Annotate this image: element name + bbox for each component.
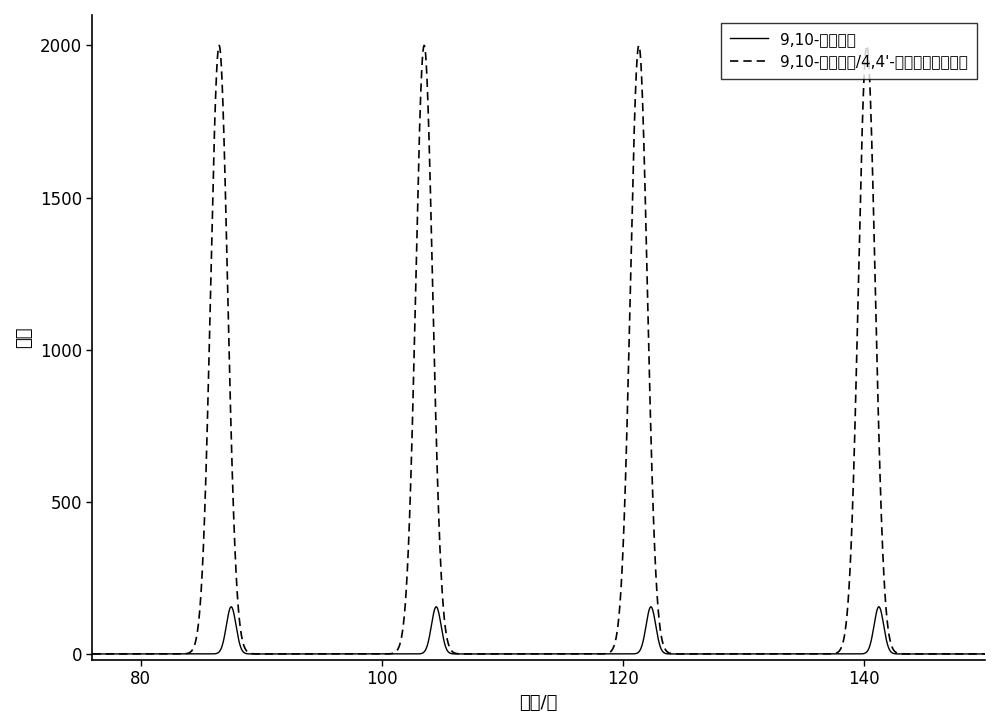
9,10-二苯基藕 — [571, 650, 583, 659]
Y-axis label: 强度: 强度 — [15, 326, 33, 348]
9,10-二苯基藕 — [979, 650, 991, 659]
9,10-二苯基藕/4,4'-二溴八氟联苯共晶 — [418, 41, 430, 49]
9,10-二苯基藕 — [428, 606, 440, 614]
9,10-二苯基藕 — [624, 650, 636, 659]
9,10-二苯基藕/4,4'-二溴八氟联苯共晶 — [624, 300, 636, 309]
Line: 9,10-二苯基藕: 9,10-二苯基藕 — [92, 607, 985, 654]
X-axis label: 时间/秒: 时间/秒 — [520, 694, 558, 712]
9,10-二苯基藕/4,4'-二溴八氟联苯共晶 — [571, 650, 583, 659]
9,10-二苯基藕 — [147, 650, 159, 659]
Legend: 9,10-二苯基藕, 9,10-二苯基藕/4,4'-二溴八氟联苯共晶: 9,10-二苯基藕, 9,10-二苯基藕/4,4'-二溴八氟联苯共晶 — [721, 23, 977, 79]
9,10-二苯基藕/4,4'-二溴八氟联苯共晶 — [749, 650, 761, 659]
9,10-二苯基藕 — [301, 650, 313, 659]
9,10-二苯基藕 — [86, 650, 98, 659]
9,10-二苯基藕/4,4'-二溴八氟联苯共晶 — [428, 355, 440, 364]
Line: 9,10-二苯基藕/4,4'-二溴八氟联苯共晶: 9,10-二苯基藕/4,4'-二溴八氟联苯共晶 — [92, 45, 985, 654]
9,10-二苯基藕 — [225, 603, 237, 611]
9,10-二苯基藕/4,4'-二溴八氟联苯共晶 — [86, 650, 98, 659]
9,10-二苯基藕/4,4'-二溴八氟联苯共晶 — [979, 650, 991, 659]
9,10-二苯基藕/4,4'-二溴八氟联苯共晶 — [147, 650, 159, 659]
9,10-二苯基藕/4,4'-二溴八氟联苯共晶 — [301, 650, 313, 659]
9,10-二苯基藕 — [749, 650, 761, 659]
